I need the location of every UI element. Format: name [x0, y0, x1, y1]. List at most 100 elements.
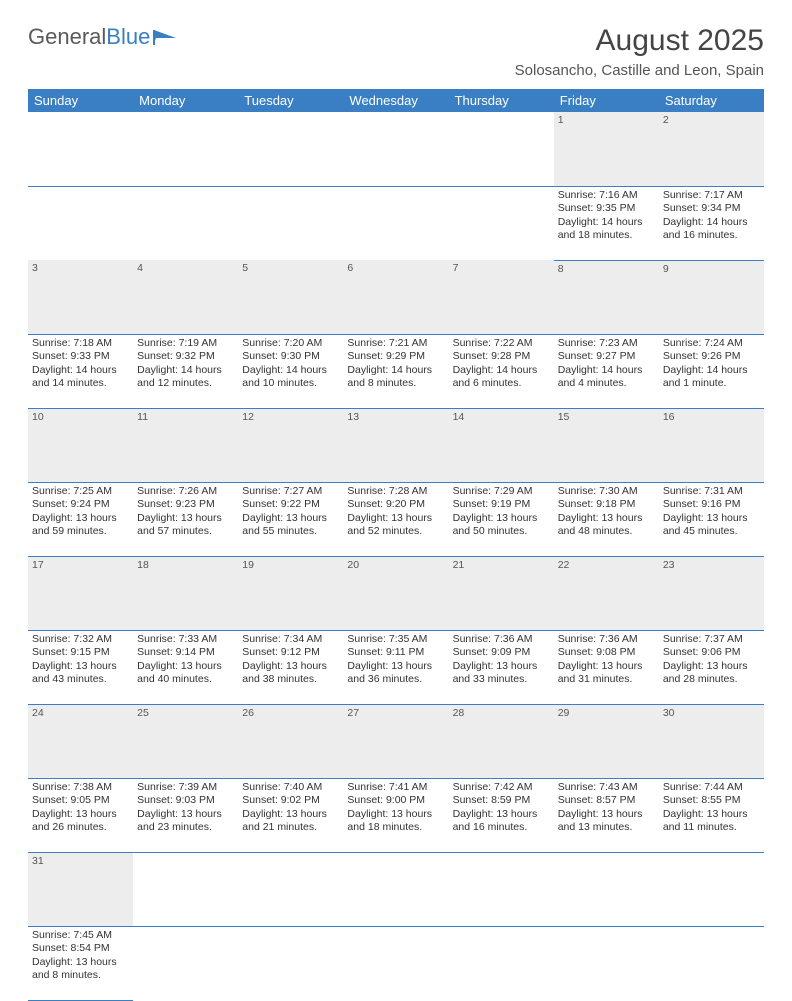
sunrise-text: Sunrise: 7:24 AM: [663, 337, 760, 351]
sunset-text: Sunset: 9:35 PM: [558, 202, 655, 216]
sunrise-text: Sunrise: 7:38 AM: [32, 781, 129, 795]
sunset-text: Sunset: 9:32 PM: [137, 350, 234, 364]
day-number: [238, 852, 343, 926]
sunset-text: Sunset: 9:03 PM: [137, 794, 234, 808]
daylight-text: Daylight: 13 hours: [663, 512, 760, 526]
day-detail-row: Sunrise: 7:16 AMSunset: 9:35 PMDaylight:…: [28, 186, 764, 260]
sunrise-text: Sunrise: 7:45 AM: [32, 929, 129, 943]
day-cell: [28, 186, 133, 260]
sunrise-text: Sunrise: 7:22 AM: [453, 337, 550, 351]
daylight-text: and 36 minutes.: [347, 673, 444, 687]
day-number: [659, 852, 764, 926]
day-cell: Sunrise: 7:30 AMSunset: 9:18 PMDaylight:…: [554, 482, 659, 556]
daylight-text: and 16 minutes.: [663, 229, 760, 243]
daylight-text: Daylight: 13 hours: [558, 512, 655, 526]
daylight-text: Daylight: 13 hours: [32, 956, 129, 970]
day-number: 7: [449, 260, 554, 334]
daylight-text: Daylight: 13 hours: [242, 512, 339, 526]
calendar-table: SundayMondayTuesdayWednesdayThursdayFrid…: [28, 89, 764, 1001]
sunrise-text: Sunrise: 7:32 AM: [32, 633, 129, 647]
daylight-text: and 31 minutes.: [558, 673, 655, 687]
daylight-text: Daylight: 14 hours: [347, 364, 444, 378]
daylight-text: and 59 minutes.: [32, 525, 129, 539]
sunrise-text: Sunrise: 7:41 AM: [347, 781, 444, 795]
day-number: 28: [449, 704, 554, 778]
daylight-text: Daylight: 14 hours: [663, 364, 760, 378]
day-cell: Sunrise: 7:38 AMSunset: 9:05 PMDaylight:…: [28, 778, 133, 852]
daylight-text: and 45 minutes.: [663, 525, 760, 539]
day-cell: Sunrise: 7:22 AMSunset: 9:28 PMDaylight:…: [449, 334, 554, 408]
sunrise-text: Sunrise: 7:35 AM: [347, 633, 444, 647]
daylight-text: and 10 minutes.: [242, 377, 339, 391]
day-detail-row: Sunrise: 7:38 AMSunset: 9:05 PMDaylight:…: [28, 778, 764, 852]
sunrise-text: Sunrise: 7:18 AM: [32, 337, 129, 351]
day-cell: Sunrise: 7:19 AMSunset: 9:32 PMDaylight:…: [133, 334, 238, 408]
day-number: 12: [238, 408, 343, 482]
day-cell: Sunrise: 7:40 AMSunset: 9:02 PMDaylight:…: [238, 778, 343, 852]
day-number: 2: [659, 112, 764, 186]
day-number: 17: [28, 556, 133, 630]
daylight-text: Daylight: 13 hours: [347, 512, 444, 526]
sunset-text: Sunset: 9:28 PM: [453, 350, 550, 364]
sunrise-text: Sunrise: 7:39 AM: [137, 781, 234, 795]
daylight-text: Daylight: 13 hours: [242, 808, 339, 822]
day-detail-row: Sunrise: 7:45 AMSunset: 8:54 PMDaylight:…: [28, 926, 764, 1000]
day-number: 22: [554, 556, 659, 630]
day-cell: [449, 926, 554, 1000]
sunset-text: Sunset: 9:16 PM: [663, 498, 760, 512]
daylight-text: Daylight: 13 hours: [32, 808, 129, 822]
sunset-text: Sunset: 9:14 PM: [137, 646, 234, 660]
sunrise-text: Sunrise: 7:40 AM: [242, 781, 339, 795]
daylight-text: and 1 minute.: [663, 377, 760, 391]
day-cell: Sunrise: 7:33 AMSunset: 9:14 PMDaylight:…: [133, 630, 238, 704]
day-cell: [449, 186, 554, 260]
day-number: 14: [449, 408, 554, 482]
day-number: [343, 852, 448, 926]
day-cell: [133, 186, 238, 260]
day-cell: Sunrise: 7:42 AMSunset: 8:59 PMDaylight:…: [449, 778, 554, 852]
daylight-text: and 13 minutes.: [558, 821, 655, 835]
daylight-text: Daylight: 13 hours: [558, 808, 655, 822]
day-number-row: 31: [28, 852, 764, 926]
day-header: Monday: [133, 89, 238, 112]
daylight-text: and 50 minutes.: [453, 525, 550, 539]
day-number: 9: [659, 260, 764, 334]
daylight-text: Daylight: 14 hours: [558, 216, 655, 230]
daylight-text: and 52 minutes.: [347, 525, 444, 539]
sunrise-text: Sunrise: 7:36 AM: [453, 633, 550, 647]
day-header: Tuesday: [238, 89, 343, 112]
sunset-text: Sunset: 9:34 PM: [663, 202, 760, 216]
day-cell: Sunrise: 7:41 AMSunset: 9:00 PMDaylight:…: [343, 778, 448, 852]
day-number: 21: [449, 556, 554, 630]
day-cell: Sunrise: 7:21 AMSunset: 9:29 PMDaylight:…: [343, 334, 448, 408]
sunrise-text: Sunrise: 7:17 AM: [663, 189, 760, 203]
day-number: 16: [659, 408, 764, 482]
daylight-text: and 8 minutes.: [32, 969, 129, 983]
day-number: 29: [554, 704, 659, 778]
sunset-text: Sunset: 9:20 PM: [347, 498, 444, 512]
sunset-text: Sunset: 9:26 PM: [663, 350, 760, 364]
sunset-text: Sunset: 9:22 PM: [242, 498, 339, 512]
day-cell: Sunrise: 7:36 AMSunset: 9:09 PMDaylight:…: [449, 630, 554, 704]
daylight-text: and 40 minutes.: [137, 673, 234, 687]
sunset-text: Sunset: 9:08 PM: [558, 646, 655, 660]
daylight-text: and 4 minutes.: [558, 377, 655, 391]
day-number-row: 3456789: [28, 260, 764, 334]
day-number: 3: [28, 260, 133, 334]
sunrise-text: Sunrise: 7:20 AM: [242, 337, 339, 351]
sunset-text: Sunset: 9:02 PM: [242, 794, 339, 808]
sunrise-text: Sunrise: 7:30 AM: [558, 485, 655, 499]
sunrise-text: Sunrise: 7:28 AM: [347, 485, 444, 499]
daylight-text: Daylight: 14 hours: [242, 364, 339, 378]
day-number: 1: [554, 112, 659, 186]
daylight-text: and 55 minutes.: [242, 525, 339, 539]
daylight-text: Daylight: 13 hours: [558, 660, 655, 674]
sunrise-text: Sunrise: 7:23 AM: [558, 337, 655, 351]
day-number: 8: [554, 260, 659, 334]
day-cell: Sunrise: 7:28 AMSunset: 9:20 PMDaylight:…: [343, 482, 448, 556]
day-number: 25: [133, 704, 238, 778]
location: Solosancho, Castille and Leon, Spain: [515, 62, 764, 79]
day-cell: Sunrise: 7:27 AMSunset: 9:22 PMDaylight:…: [238, 482, 343, 556]
month-title: August 2025: [515, 24, 764, 58]
header: GeneralBlue August 2025 Solosancho, Cast…: [28, 24, 764, 79]
